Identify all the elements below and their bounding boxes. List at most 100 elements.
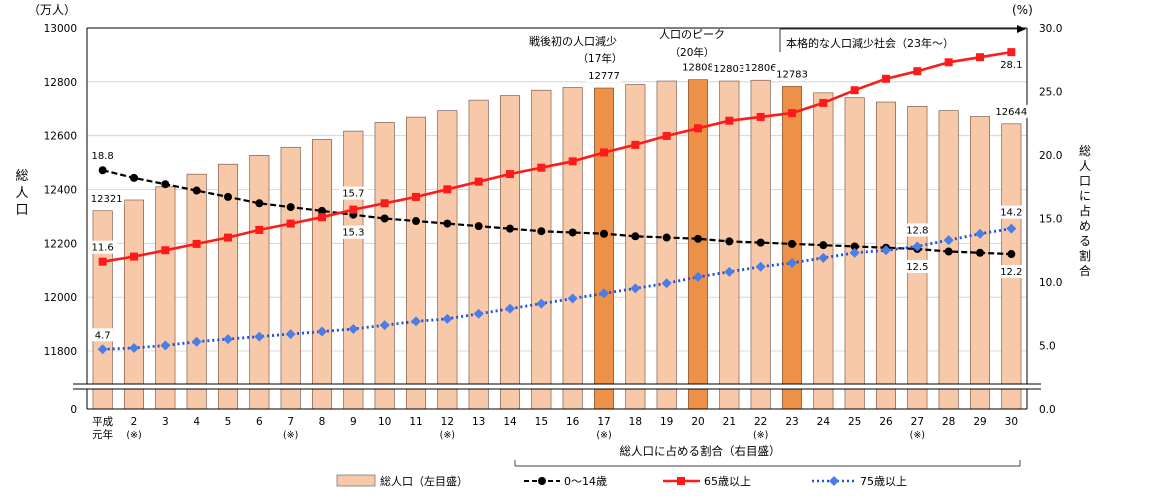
left-tick-label: 12200: [44, 238, 77, 250]
right-tick-label: 15.0: [1039, 214, 1062, 226]
marker-75-plus: [818, 252, 829, 263]
left-axis-title-char: 口: [15, 203, 28, 218]
x-tick-label: 2: [131, 416, 138, 428]
ratio-lines: [97, 48, 1017, 355]
marker-75-plus: [787, 257, 797, 268]
right-axis-title-char: 口: [1079, 174, 1091, 188]
bar-25: [875, 101, 897, 410]
right-tick-label: 0.0: [1039, 404, 1056, 416]
left-tick-label: 13000: [44, 23, 77, 35]
bar-5: [249, 155, 270, 410]
x-tick-label: 24: [817, 416, 831, 428]
x-tick-label: 22: [754, 416, 767, 428]
bar-value-label: 12644: [995, 107, 1027, 118]
marker-65-plus: [412, 192, 420, 201]
bar-value-label-bg: [711, 62, 747, 76]
line-value-label: 28.1: [1000, 60, 1022, 71]
line-value-label: 4.7: [95, 330, 111, 341]
legend-swatch-0-14-marker: [538, 477, 546, 485]
marker-0-14: [98, 166, 107, 175]
census-mark: (※): [596, 430, 611, 441]
bar-value-label-bg: [774, 67, 810, 81]
annotation-peak: 人口のピーク: [659, 28, 725, 41]
x-tick-label: 21: [723, 416, 736, 428]
marker-0-14: [976, 248, 984, 257]
x-tick-label: 5: [225, 416, 232, 428]
marker-65-plus: [568, 157, 577, 166]
bar-2: [155, 186, 176, 410]
right-axis-title-char: に: [1079, 189, 1091, 203]
legend-swatch-bar: [336, 474, 376, 487]
x-group-bracket: 総人口に占める割合（右目盛）: [514, 442, 1021, 467]
marker-0-14: [1007, 250, 1016, 259]
bar-value-label: 12783: [776, 69, 808, 80]
grid-lines: [87, 27, 1027, 352]
x-tick-label: 13: [472, 416, 485, 428]
marker-0-14: [788, 239, 796, 248]
bar-4: [217, 163, 239, 410]
right-axis-title: 総人口に占める割合: [1079, 144, 1091, 278]
x-tick-label: 29: [973, 416, 986, 428]
legend-item-65-plus: 65歳以上: [663, 475, 751, 488]
marker-65-plus: [537, 163, 546, 172]
line-value-label-bg: [91, 328, 114, 342]
bar-12: [468, 99, 489, 410]
series-line-2: [102, 227, 1012, 351]
population-bars: [92, 79, 1022, 410]
marker-75-plus: [693, 271, 703, 282]
right-tick-label: 10.0: [1039, 277, 1062, 289]
legend-swatch-75-marker: [829, 476, 839, 486]
census-mark: (※): [753, 430, 768, 441]
right-unit-label: (%): [1012, 3, 1033, 17]
left-tick-label: 12600: [44, 131, 77, 143]
x-group-label-bg: [612, 442, 790, 458]
bar-0: [92, 210, 113, 410]
axis-break-band: [73, 384, 1041, 389]
census-mark: (※): [910, 430, 925, 441]
marker-65-plus: [600, 148, 608, 157]
right-tick-label: 25.0: [1039, 87, 1062, 99]
line-value-label-bg: [338, 225, 368, 239]
marker-65-plus: [318, 213, 326, 222]
marker-75-plus: [630, 283, 641, 294]
legend-item-total-population: 総人口（左目盛）: [336, 474, 468, 488]
marker-0-14: [474, 222, 483, 231]
right-tick-label: 20.0: [1039, 150, 1062, 162]
marker-75-plus: [943, 235, 954, 246]
marker-0-14: [224, 192, 232, 201]
x-tick-label: 平成: [92, 416, 113, 428]
x-tick-label: 25: [848, 416, 861, 428]
marker-75-plus: [97, 344, 108, 355]
marker-65-plus: [882, 74, 890, 83]
x-tick-label: 7: [287, 416, 294, 428]
right-axis-title-char: め: [1079, 219, 1091, 233]
marker-0-14: [443, 219, 452, 228]
series-line-1: [102, 50, 1012, 263]
axes: 13000128001260012400122001200011800030.0…: [15, 23, 1091, 441]
legend-label-65: 65歳以上: [704, 475, 751, 488]
marker-65-plus: [1007, 48, 1016, 57]
bar-17: [625, 84, 646, 410]
marker-65-plus: [130, 252, 138, 261]
left-axis-title-char: 人: [15, 186, 28, 201]
bar-value-label: 12803: [713, 64, 745, 75]
marker-0-14: [412, 217, 420, 226]
bar-value-label: 12808: [682, 63, 714, 74]
right-axis-title-char: る: [1079, 234, 1091, 248]
marker-65-plus: [192, 239, 201, 248]
x-tick-label: 23: [785, 416, 798, 428]
marker-65-plus: [443, 185, 452, 194]
marker-65-plus: [161, 246, 170, 255]
line-value-label: 12.2: [1000, 267, 1022, 278]
marker-75-plus: [755, 261, 766, 272]
line-value-label-bg: [902, 223, 932, 237]
bar-9: [374, 122, 395, 410]
marker-65-plus: [944, 58, 953, 67]
left-axis-title: 総人口: [15, 169, 28, 218]
line-value-label: 11.6: [92, 243, 114, 254]
x-tick-label: 30: [1005, 416, 1018, 428]
bar-3: [186, 173, 207, 410]
annotation-peak-year: （20年）: [670, 46, 715, 59]
